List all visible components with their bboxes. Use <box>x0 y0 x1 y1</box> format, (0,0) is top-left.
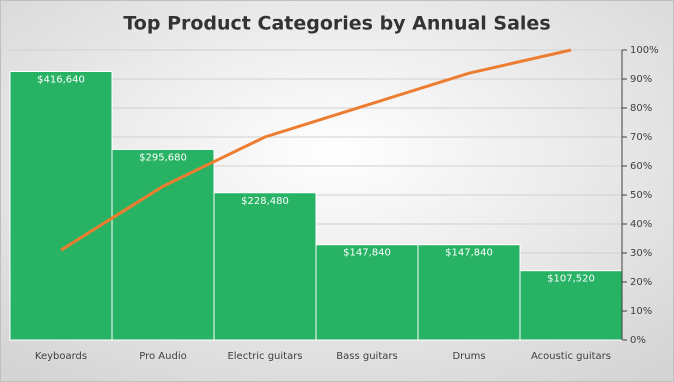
y2-tick-label: 30% <box>630 248 652 259</box>
y2-tick-label: 60% <box>630 161 652 172</box>
value-label: $295,680 <box>139 152 187 163</box>
y2-tick-label: 50% <box>630 190 652 201</box>
cumulative-line <box>60 48 572 252</box>
x-tick-label: Keyboards <box>35 351 87 362</box>
bar <box>213 192 317 341</box>
x-tick-label: Pro Audio <box>139 351 186 362</box>
y2-tick-label: 100% <box>630 45 659 56</box>
bar <box>315 244 419 341</box>
bar <box>519 270 623 341</box>
bar <box>111 148 215 341</box>
value-label: $107,520 <box>547 274 595 285</box>
y2-tick-label: 20% <box>630 277 652 288</box>
x-tick-label: Drums <box>452 351 485 362</box>
bar <box>417 244 521 341</box>
y2-tick-label: 0% <box>630 335 646 346</box>
y2-tick-label: 90% <box>630 74 652 85</box>
chart-title: Top Product Categories by Annual Sales <box>123 13 550 35</box>
y2-tick-label: 10% <box>630 306 652 317</box>
y2-tick-label: 40% <box>630 219 652 230</box>
value-label: $228,480 <box>241 196 289 207</box>
x-tick-label: Electric guitars <box>227 351 302 362</box>
value-label: $147,840 <box>343 248 391 259</box>
y2-tick-label: 80% <box>630 103 652 114</box>
y2-tick-label: 70% <box>630 132 652 143</box>
x-tick-label: Acoustic guitars <box>531 351 611 362</box>
value-label: $416,640 <box>37 74 85 85</box>
value-label: $147,840 <box>445 248 493 259</box>
x-tick-label: Bass guitars <box>336 351 397 362</box>
bar <box>9 70 113 341</box>
